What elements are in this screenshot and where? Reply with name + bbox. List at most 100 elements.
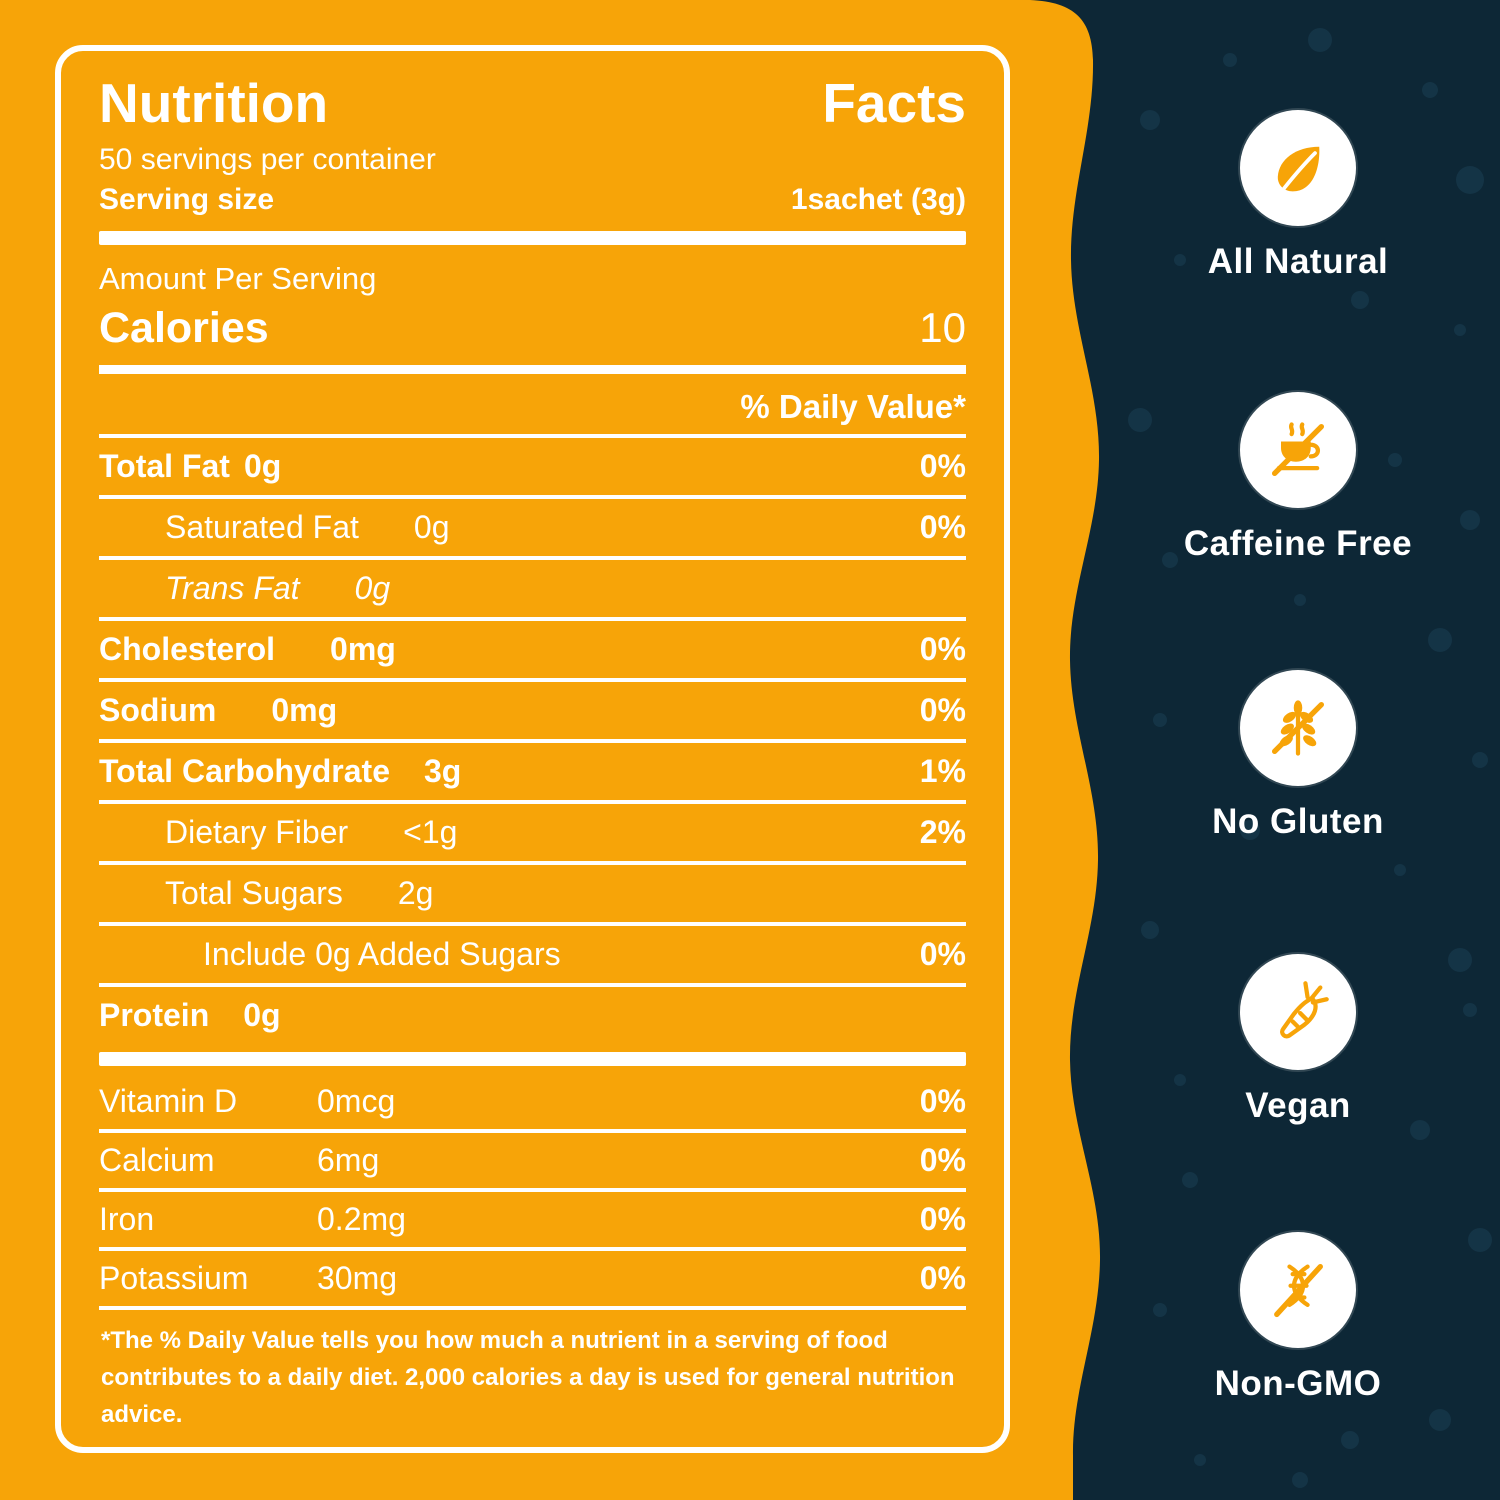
nutrient-row-total-sugars: Total Sugars 2g — [99, 865, 966, 922]
serving-size-value: 1sachet (3g) — [790, 182, 966, 216]
title-facts: Facts — [822, 72, 966, 134]
vitamin-name: Potassium — [99, 1259, 249, 1296]
nutrient-name: Protein — [99, 996, 210, 1033]
divider-thin — [99, 677, 966, 682]
dna-crossed-icon — [1274, 1263, 1323, 1318]
nutrient-dv: 0% — [919, 630, 966, 667]
nutrient-amount: 0g — [243, 447, 282, 484]
vitamin-dv: 0% — [919, 1200, 966, 1237]
divider-thick — [99, 1051, 966, 1066]
divider-thin — [99, 433, 966, 438]
nutrient-row-total-carbohydrate: Total Carbohydrate 3g 1% — [99, 743, 966, 800]
nutrient-dv: 0% — [919, 508, 966, 545]
vitamin-row-vitamin-d: Vitamin D 0mcg 0% — [99, 1074, 966, 1129]
nutrient-row-trans-fat: Trans Fat 0g — [99, 560, 966, 617]
badge-label: Vegan — [1245, 1086, 1351, 1125]
nutrient-amount: 3g — [424, 752, 462, 789]
divider-thin — [99, 1246, 966, 1251]
amount-per-serving: Amount Per Serving — [99, 260, 377, 296]
nutrient-dv: 2% — [919, 813, 966, 850]
vitamin-amount: 0mcg — [317, 1082, 396, 1119]
nutrient-row-cholesterol: Cholesterol 0mg 0% — [99, 621, 966, 678]
nutrient-name: Cholesterol — [99, 630, 276, 667]
divider-medium — [99, 364, 966, 374]
nutrient-name: Saturated Fat — [165, 508, 359, 545]
title-nutrition: Nutrition — [99, 72, 329, 134]
badge-label: Caffeine Free — [1183, 524, 1413, 563]
nutrient-amount: 0g — [413, 508, 450, 545]
nutrient-name: Dietary Fiber — [165, 813, 349, 850]
divider-thin — [99, 860, 966, 865]
nutrient-amount: 0mg — [330, 630, 396, 667]
badge-no-gluten: No Gluten — [1128, 670, 1468, 842]
vitamin-name: Iron — [99, 1200, 155, 1237]
nutrient-amount: <1g — [403, 813, 458, 850]
nutrient-row-added-sugars: Include 0g Added Sugars 0% — [99, 926, 966, 983]
nutrition-facts-label: Nutrition Facts 50 servings per containe… — [55, 45, 1010, 1453]
divider-thin — [99, 738, 966, 743]
nutrient-name: Trans Fat — [165, 569, 300, 606]
nutrient-row-total-fat: Total Fat 0g 0% — [99, 438, 966, 495]
divider-thin — [99, 1305, 966, 1310]
nutrient-amount: 2g — [397, 874, 434, 911]
nutrient-amount: 0mg — [271, 691, 338, 728]
badge-circle — [1240, 1232, 1356, 1348]
calories-row: Calories 10 — [99, 299, 966, 359]
vitamin-amount: 30mg — [317, 1259, 398, 1296]
nutrient-name: Sodium — [99, 691, 217, 728]
badge-circle — [1240, 670, 1356, 786]
leaf-icon — [1277, 146, 1320, 192]
nutrient-row-saturated-fat: Saturated Fat 0g 0% — [99, 499, 966, 556]
vitamin-row-iron: Iron 0.2mg 0% — [99, 1192, 966, 1247]
label-title: Nutrition Facts — [99, 72, 966, 134]
nutrient-name: Total Sugars — [165, 874, 343, 911]
badge-caffeine-free: Caffeine Free — [1128, 392, 1468, 564]
vitamin-row-potassium: Potassium 30mg 0% — [99, 1251, 966, 1306]
water-droplets — [1128, 28, 1492, 1488]
badge-non-gmo: Non-GMO — [1128, 1232, 1468, 1404]
nutrient-row-protein: Protein 0g — [99, 987, 966, 1044]
nutrient-name: Total Carbohydrate — [99, 752, 390, 789]
badge-label: Non-GMO — [1214, 1364, 1382, 1403]
coffee-crossed-icon — [1271, 422, 1325, 477]
carrot-icon — [1280, 981, 1329, 1039]
serving-size-row: Serving size 1sachet (3g) — [99, 177, 966, 223]
divider-thin — [99, 1128, 966, 1133]
yellow-panel — [0, 0, 1101, 1500]
badge-circle — [1240, 392, 1356, 508]
vitamin-row-calcium: Calcium 6mg 0% — [99, 1133, 966, 1188]
nutrient-dv: 1% — [919, 752, 966, 789]
nutrient-name: Total Fat — [99, 447, 230, 484]
vitamin-name: Vitamin D — [99, 1082, 238, 1119]
divider-thick — [99, 230, 966, 245]
badge-all-natural: All Natural — [1128, 110, 1468, 282]
divider-thin — [99, 921, 966, 926]
badge-circle — [1240, 954, 1356, 1070]
divider-thin — [99, 616, 966, 621]
nutrient-row-dietary-fiber: Dietary Fiber <1g 2% — [99, 804, 966, 861]
vitamin-amount: 6mg — [317, 1141, 380, 1178]
nutrient-amount: 0g — [243, 996, 281, 1033]
badge-label: No Gluten — [1212, 802, 1384, 841]
nutrient-dv: 0% — [919, 935, 966, 972]
vitamin-dv: 0% — [919, 1259, 966, 1296]
servings-per-container: 50 servings per container — [99, 142, 436, 176]
divider-thin — [99, 555, 966, 560]
vitamin-amount: 0.2mg — [317, 1200, 406, 1237]
nutrient-row-sodium: Sodium 0mg 0% — [99, 682, 966, 739]
wheat-crossed-icon — [1271, 700, 1325, 756]
daily-value-header: % Daily Value* — [740, 387, 966, 425]
badge-circle — [1240, 110, 1356, 226]
vitamin-dv: 0% — [919, 1141, 966, 1178]
calories-label: Calories — [99, 303, 269, 352]
divider-thin — [99, 494, 966, 499]
nutrient-dv: 0% — [919, 691, 966, 728]
badge-label: All Natural — [1207, 242, 1389, 281]
calories-value: 10 — [919, 303, 966, 351]
nutrient-amount: 0g — [354, 569, 391, 606]
daily-value-footnote: *The % Daily Value tells you how much a … — [101, 1326, 955, 1429]
vitamin-name: Calcium — [99, 1141, 215, 1178]
nutrient-name: Include 0g Added Sugars — [203, 935, 561, 972]
divider-thin — [99, 1187, 966, 1192]
